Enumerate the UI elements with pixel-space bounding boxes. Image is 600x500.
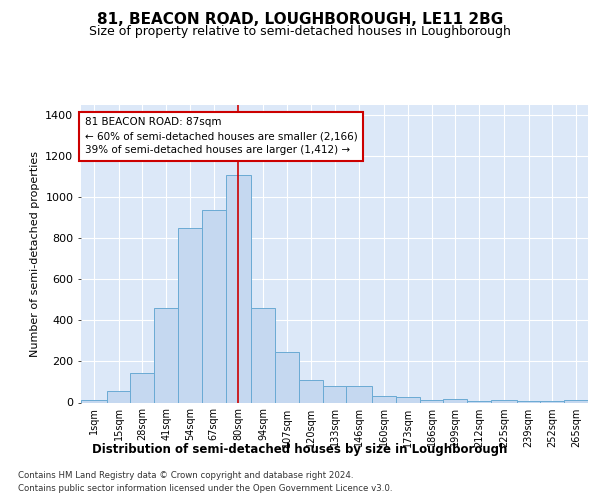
Bar xyxy=(107,391,130,402)
Text: Size of property relative to semi-detached houses in Loughborough: Size of property relative to semi-detach… xyxy=(89,25,511,38)
Text: 81, BEACON ROAD, LOUGHBOROUGH, LE11 2BG: 81, BEACON ROAD, LOUGHBOROUGH, LE11 2BG xyxy=(97,12,503,28)
Bar xyxy=(346,386,372,402)
Text: Contains HM Land Registry data © Crown copyright and database right 2024.: Contains HM Land Registry data © Crown c… xyxy=(18,471,353,480)
Bar xyxy=(372,396,396,402)
Bar xyxy=(226,175,251,402)
Bar xyxy=(81,400,107,402)
Text: Distribution of semi-detached houses by size in Loughborough: Distribution of semi-detached houses by … xyxy=(92,442,508,456)
Bar xyxy=(323,386,346,402)
Bar xyxy=(178,228,202,402)
Bar xyxy=(491,400,517,402)
Bar xyxy=(154,308,178,402)
Bar xyxy=(419,400,443,402)
Bar xyxy=(251,308,275,402)
Bar xyxy=(396,398,419,402)
Bar xyxy=(564,400,588,402)
Bar xyxy=(130,373,154,402)
Bar xyxy=(275,352,299,403)
Y-axis label: Number of semi-detached properties: Number of semi-detached properties xyxy=(29,151,40,357)
Bar xyxy=(299,380,323,402)
Bar xyxy=(202,210,226,402)
Text: 81 BEACON ROAD: 87sqm
← 60% of semi-detached houses are smaller (2,166)
39% of s: 81 BEACON ROAD: 87sqm ← 60% of semi-deta… xyxy=(85,118,358,156)
Bar xyxy=(443,400,467,402)
Text: Contains public sector information licensed under the Open Government Licence v3: Contains public sector information licen… xyxy=(18,484,392,493)
